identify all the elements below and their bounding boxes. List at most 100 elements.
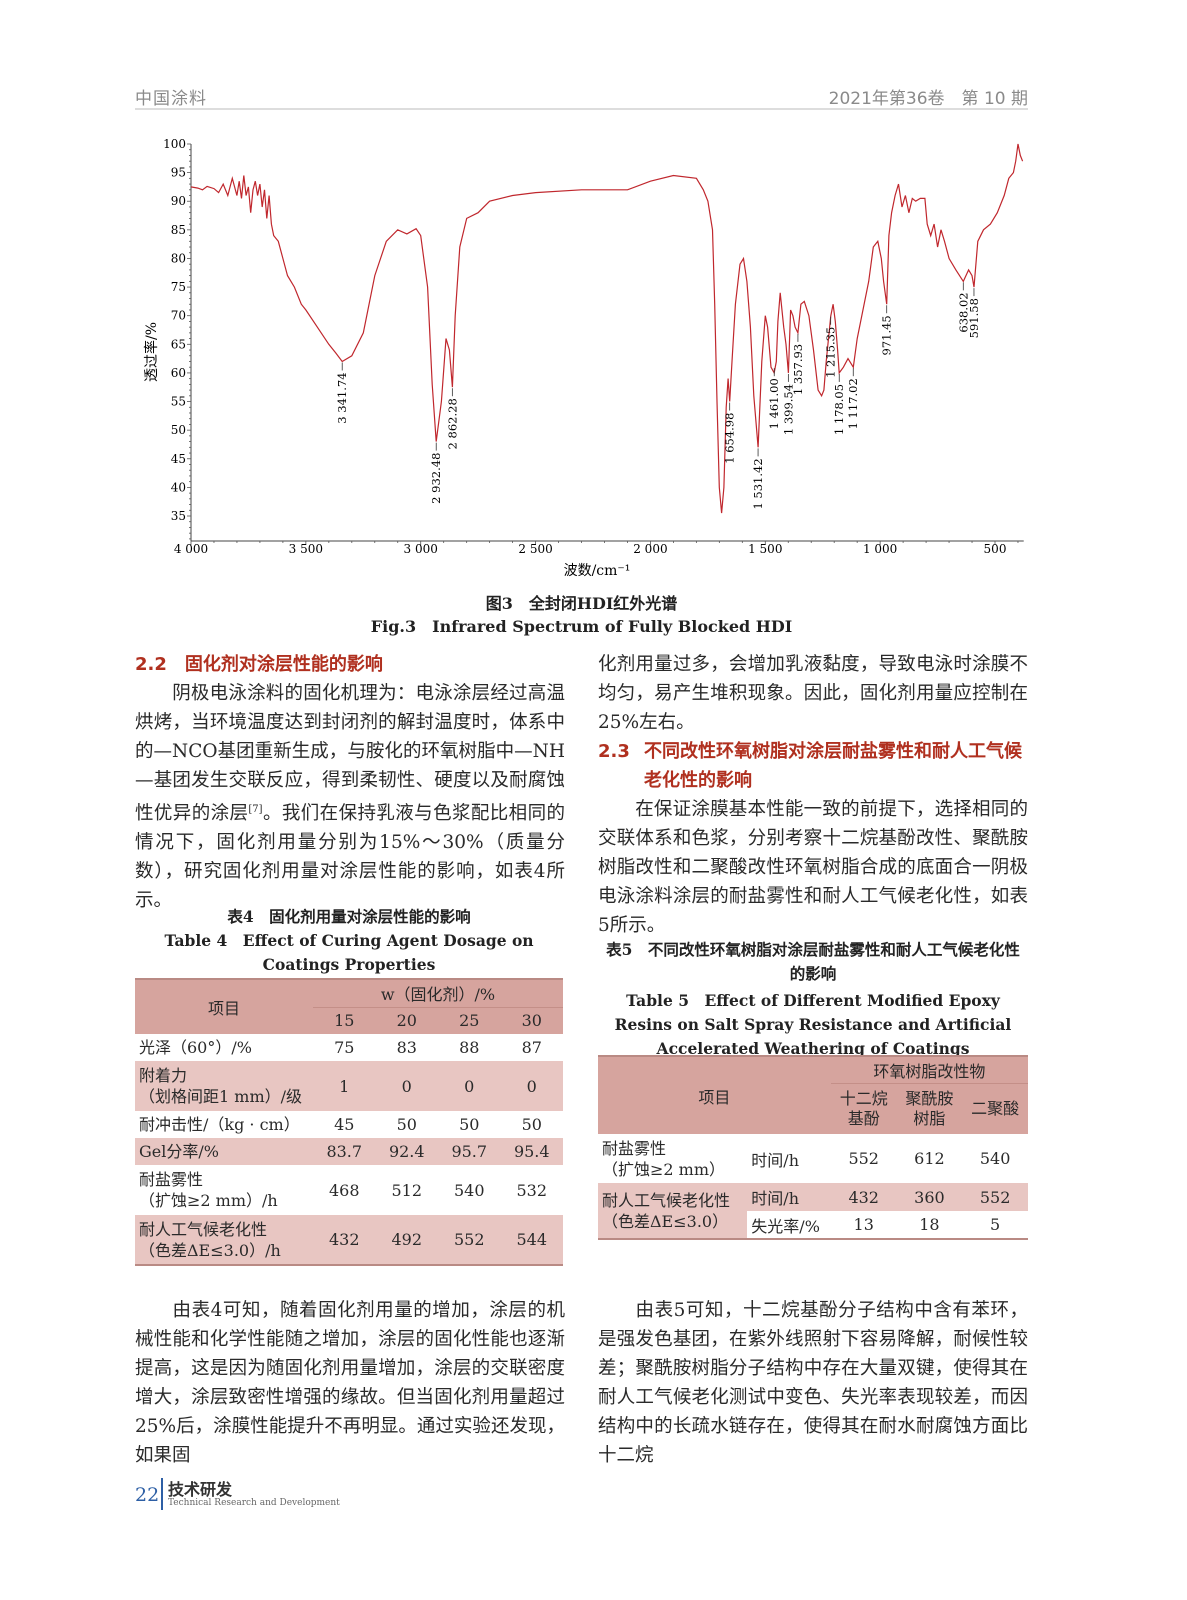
paragraph-text: 由表4可知，随着固化剂用量的增加，涂层的机械性能和化学性能随之增加，涂层的固化性… <box>135 1300 565 1466</box>
table5-cell: 432 <box>848 1187 879 1207</box>
peak-label: 2 932.48 <box>429 453 443 504</box>
table5-cell: 5 <box>990 1215 1001 1234</box>
table5-cell: 18 <box>919 1215 940 1234</box>
table4-cell: 0 <box>401 1076 412 1096</box>
table4-cell: 83 <box>396 1038 417 1057</box>
peak-label: 3 341.74 <box>335 372 349 423</box>
table5-row-label: 耐盐雾性 （扩蚀≥2 mm） <box>602 1138 726 1179</box>
paragraph-table4-analysis: 由表4可知，随着固化剂用量的增加，涂层的机械性能和化学性能随之增加，涂层的固化性… <box>135 1296 565 1470</box>
header-divider <box>135 108 1028 110</box>
paragraph-continued: 化剂用量过多，会增加乳液黏度，导致电泳时涂膜不均匀，易产生堆积现象。因此，固化剂… <box>598 654 1028 733</box>
peak-label: 2 862.28 <box>445 398 459 449</box>
peak-label: 1 654.98 <box>723 413 737 464</box>
table5-col: 十二烷 基酚 <box>839 1088 888 1128</box>
table4-row-label: 附着力 （划格间距1 mm）/级 <box>139 1066 303 1106</box>
table4-cell: 544 <box>516 1230 548 1249</box>
figure-caption-cn: 图3 全封闭HDI红外光谱 <box>485 594 678 613</box>
x-tick-label: 4 000 <box>174 542 208 556</box>
paragraph-text: 在保证涂膜基本性能一致的前提下，选择相同的交联体系和色浆，分别考察十二烷基酚改性… <box>598 799 1028 936</box>
heading-text: 不同改性环氧树脂对涂层耐盐雾性和耐人工气候老化性的影响 <box>644 741 1022 791</box>
y-tick-label: 60 <box>171 366 186 380</box>
table4-row: 附着力 （划格间距1 mm）/级 1 0 0 0 <box>135 1061 563 1111</box>
table4-row: Gel分率/% 83.7 92.4 95.7 95.4 <box>135 1138 563 1165</box>
table4-caption-cn: 表4 固化剂用量对涂层性能的影响 <box>227 907 471 926</box>
y-tick-label: 70 <box>171 309 186 323</box>
table4-cell: 552 <box>453 1230 485 1249</box>
footer-divider <box>161 1478 163 1510</box>
table5-cell: 552 <box>979 1187 1011 1207</box>
x-axis-label: 波数/cm⁻¹ <box>564 563 631 579</box>
table4-row-label: 耐人工气候老化性 （色差ΔE≤3.0）/h <box>139 1219 281 1260</box>
paragraph-text: 。我们在保持乳液与色浆配比相同的情况下，固化剂用量分别为15%～30%（质量分数… <box>135 803 565 912</box>
table4-row: 耐人工气候老化性 （色差ΔE≤3.0）/h 432 492 552 544 <box>135 1215 563 1265</box>
paragraph-text: 由表5可知，十二烷基酚分子结构中含有苯环，是强发色基团，在紫外线照射下容易降解，… <box>598 1300 1028 1466</box>
table4-row: 耐冲击性/（kg · cm） 45 50 50 50 <box>135 1111 563 1138</box>
table5-caption: 表5 不同改性环氧树脂对涂层耐盐雾性和耐人工气候老化性的影响 Table 5 E… <box>598 938 1028 1061</box>
table5-cell: 540 <box>979 1149 1011 1168</box>
paragraph-curing-mechanism: 阴极电泳涂料的固化机理为：电泳涂层经过高温烘烤，当环境温度达到封闭剂的解封温度时… <box>135 679 565 915</box>
table5-caption-cn: 表5 不同改性环氧树脂对涂层耐盐雾性和耐人工气候老化性的影响 <box>606 940 1020 983</box>
table4-cell: 50 <box>459 1115 480 1134</box>
peak-label: 971.45 <box>880 315 894 355</box>
peak-label: 591.58 <box>967 298 981 338</box>
table5-item-header: 项目 <box>698 1087 731 1107</box>
table5-cell: 612 <box>914 1149 945 1168</box>
table4-cell: 50 <box>521 1115 542 1134</box>
figure-caption-en: Fig.3 Infrared Spectrum of Fully Blocked… <box>370 617 793 636</box>
table5-cell: 360 <box>914 1187 945 1207</box>
y-axis-label: 透过率/% <box>143 322 160 382</box>
table5-cell: 552 <box>848 1149 879 1168</box>
table5-col: 二聚酸 <box>971 1098 1020 1118</box>
table4-cell: 540 <box>453 1180 485 1200</box>
table4-cell: 87 <box>521 1038 542 1057</box>
table4-col: 15 <box>334 1011 355 1031</box>
table4-cell: 532 <box>516 1180 548 1200</box>
peak-label: 638.02 <box>956 292 970 332</box>
x-tick-label: 3 000 <box>404 542 438 556</box>
y-tick-label: 80 <box>171 251 186 265</box>
table4: 项目 w（固化剂）/% 15 20 25 30 光泽（60°）/% 75 83 88 8… <box>135 978 563 1266</box>
table5-sub-label: 失光率/% <box>751 1216 820 1236</box>
table4-caption-en: Table 4 Effect of Curing Agent Dosage on… <box>164 931 534 974</box>
table5-sub-label: 时间/h <box>751 1189 799 1208</box>
x-tick-label: 2 000 <box>633 542 667 556</box>
table5-group-header: 环氧树脂改性物 <box>830 1056 1028 1084</box>
peak-label: 1 178.05 <box>832 384 846 435</box>
table4-row-label: Gel分率/% <box>139 1142 219 1161</box>
table4-cell: 512 <box>391 1180 423 1200</box>
table4-cell: 95.4 <box>513 1142 550 1161</box>
paragraph-text: 阴极电泳涂料的固化机理为：电泳涂层经过高温烘烤，当环境温度达到封闭剂的解封温度时… <box>135 683 565 825</box>
y-tick-label: 55 <box>171 395 186 409</box>
peak-label: 1 215.35 <box>824 327 838 378</box>
table5-cell: 13 <box>853 1215 874 1234</box>
peak-label: 1 357.93 <box>791 344 805 395</box>
x-tick-label: 500 <box>984 542 1007 556</box>
table4-col: 20 <box>396 1011 417 1031</box>
table4-cell: 88 <box>459 1038 480 1057</box>
x-tick-label: 1 000 <box>863 542 897 556</box>
table4-row: 耐盐雾性 （扩蚀≥2 mm）/h 468 512 540 532 <box>135 1165 563 1215</box>
table4-cell: 75 <box>334 1038 355 1057</box>
table4-cell: 1 <box>339 1076 350 1096</box>
table5-row-label: 耐人工气候老化性 （色差ΔE≤3.0） <box>602 1190 731 1231</box>
ir-spectrum-chart: 35 40 45 50 55 60 65 70 75 80 85 90 95 100 4 000 3 500 3… <box>143 137 1024 579</box>
y-tick-label: 90 <box>171 194 186 208</box>
x-tick-label: 1 500 <box>748 542 782 556</box>
table5-sub-label: 时间/h <box>751 1150 799 1170</box>
table5-caption-en: Table 5 Effect of Different Modified Epo… <box>614 991 1012 1058</box>
y-tick-label: 100 <box>163 137 186 151</box>
x-tick-label: 2 500 <box>518 542 552 556</box>
y-tick-label: 45 <box>171 452 186 466</box>
section-heading-2-2: 2.2 固化剂对涂层性能的影响 <box>135 654 383 675</box>
table4-item-header: 项目 <box>207 999 240 1018</box>
y-tick-label: 65 <box>171 337 186 351</box>
table4-row-label: 耐冲击性/（kg · cm） <box>139 1115 300 1134</box>
table4-cell: 95.7 <box>451 1142 488 1161</box>
y-tick-label: 85 <box>171 223 186 237</box>
citation: [7] <box>248 804 263 815</box>
section-label-en: Technical Research and Development <box>168 1498 340 1508</box>
peak-label: 1 461.00 <box>767 378 781 429</box>
section-heading-2-3: 2.3 不同改性环氧树脂对涂层耐盐雾性和耐人工气候老化性的影响 <box>598 737 1028 795</box>
issue-info: 2021年第36卷 第 10 期 <box>828 89 1028 109</box>
table4-cell: 468 <box>328 1180 360 1200</box>
